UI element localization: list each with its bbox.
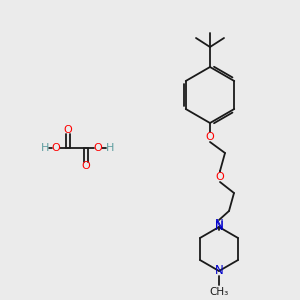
Text: O: O [216, 172, 224, 182]
Text: O: O [82, 161, 90, 171]
Text: N: N [214, 265, 224, 278]
Text: O: O [206, 132, 214, 142]
Text: O: O [94, 143, 102, 153]
Text: CH₃: CH₃ [209, 287, 229, 297]
Text: O: O [52, 143, 60, 153]
Text: N: N [214, 218, 224, 232]
Text: N: N [214, 220, 224, 233]
Text: H: H [41, 143, 49, 153]
Text: H: H [106, 143, 114, 153]
Text: O: O [64, 125, 72, 135]
